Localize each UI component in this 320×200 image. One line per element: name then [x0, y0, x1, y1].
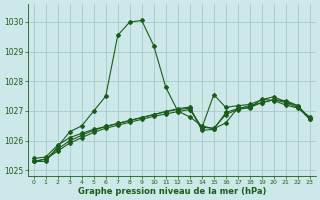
- X-axis label: Graphe pression niveau de la mer (hPa): Graphe pression niveau de la mer (hPa): [77, 187, 266, 196]
